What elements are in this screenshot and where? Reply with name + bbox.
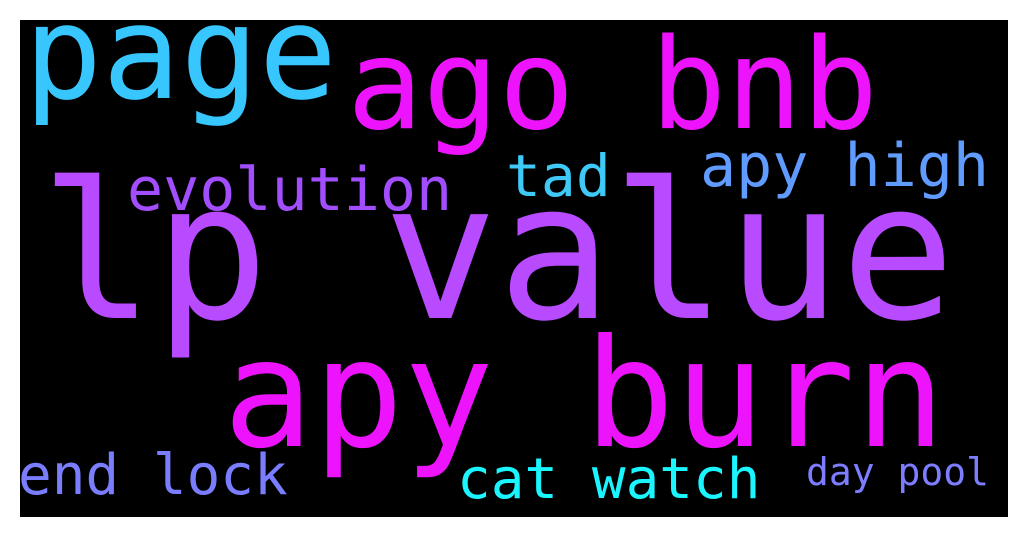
word-cloud-canvas: lp value apy burn ago bnb page evolution…	[20, 20, 1008, 517]
word-evolution: evolution	[127, 155, 453, 225]
word-apy-burn: apy burn	[223, 308, 946, 482]
word-apy-high: apy high	[700, 131, 989, 201]
word-tad: tad	[506, 142, 611, 210]
word-end-lock: end lock	[20, 443, 288, 508]
word-page: page	[24, 20, 338, 129]
word-ago-bnb: ago bnb	[347, 20, 879, 158]
word-cat-watch: cat watch	[457, 447, 761, 512]
word-day-pool: day pool	[806, 450, 990, 494]
word-lp-value: lp value	[40, 142, 956, 363]
